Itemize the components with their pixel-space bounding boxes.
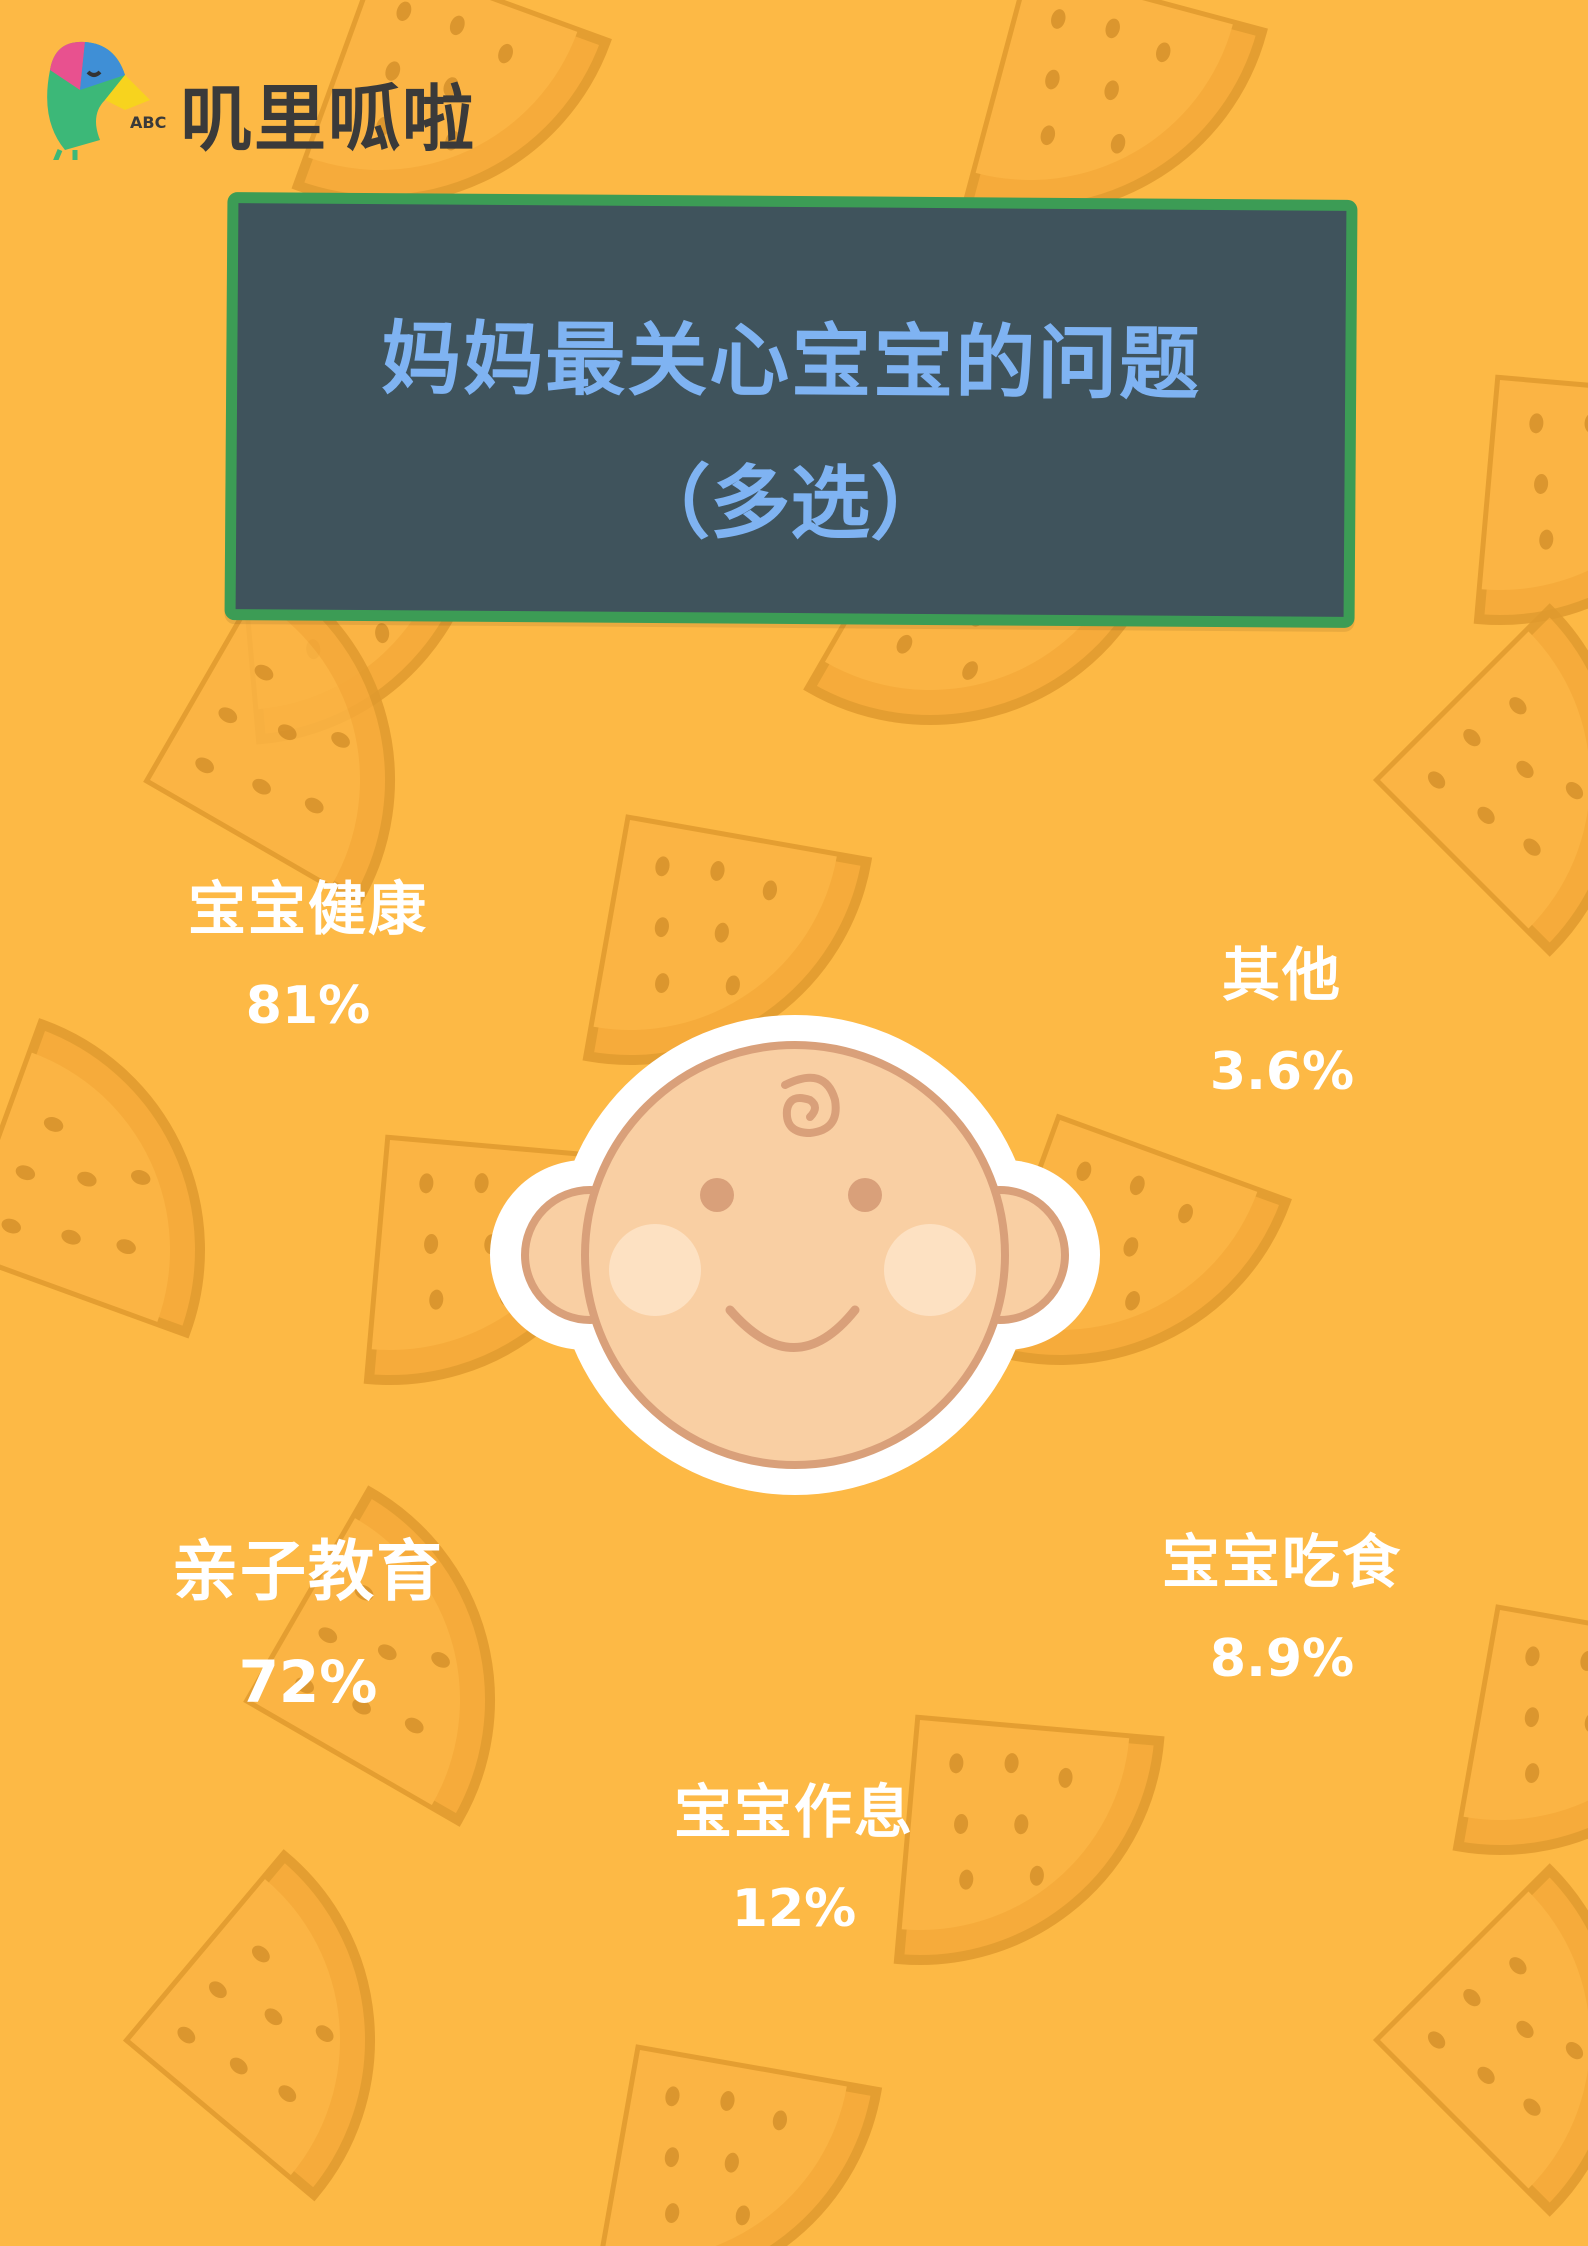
- label-sleep: 宝宝作息 12%: [584, 1765, 1004, 1939]
- label-sleep-name: 宝宝作息: [673, 1778, 914, 1846]
- parrot-icon: ABC: [47, 41, 166, 160]
- label-health: 宝宝健康 81%: [98, 862, 518, 1036]
- title-board: 妈妈最关心宝宝的问题 （多选）: [224, 192, 1358, 628]
- label-health-value: 81%: [245, 976, 371, 1036]
- label-other-name: 其他: [1221, 941, 1342, 1009]
- brand-name: 叽里呱啦: [180, 77, 477, 161]
- label-other: 其他 3.6%: [1072, 928, 1492, 1102]
- page-title: 妈妈最关心宝宝的问题: [381, 312, 1202, 411]
- label-food-value: 8.9%: [1209, 1629, 1355, 1689]
- label-food: 宝宝吃食 8.9%: [1072, 1515, 1492, 1689]
- label-health-name: 宝宝健康: [187, 875, 428, 943]
- label-sleep-value: 12%: [731, 1879, 857, 1939]
- label-other-value: 3.6%: [1209, 1042, 1355, 1102]
- page-subtitle: （多选）: [630, 455, 951, 552]
- label-food-name: 宝宝吃食: [1161, 1528, 1402, 1596]
- label-education-name: 亲子教育: [172, 1533, 444, 1610]
- label-education-value: 72%: [238, 1648, 378, 1716]
- baby-face-icon: [490, 1015, 1100, 1495]
- label-education: 亲子教育 72%: [98, 1518, 518, 1716]
- brand-logo: ABC 叽里呱啦: [30, 30, 500, 161]
- logo-letters: ABC: [130, 113, 166, 132]
